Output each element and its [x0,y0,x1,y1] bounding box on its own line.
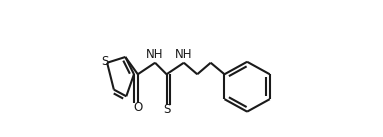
Text: NH: NH [146,48,164,61]
Text: O: O [133,101,142,114]
Text: S: S [163,103,170,116]
Text: NH: NH [175,48,193,61]
Text: S: S [101,55,108,68]
